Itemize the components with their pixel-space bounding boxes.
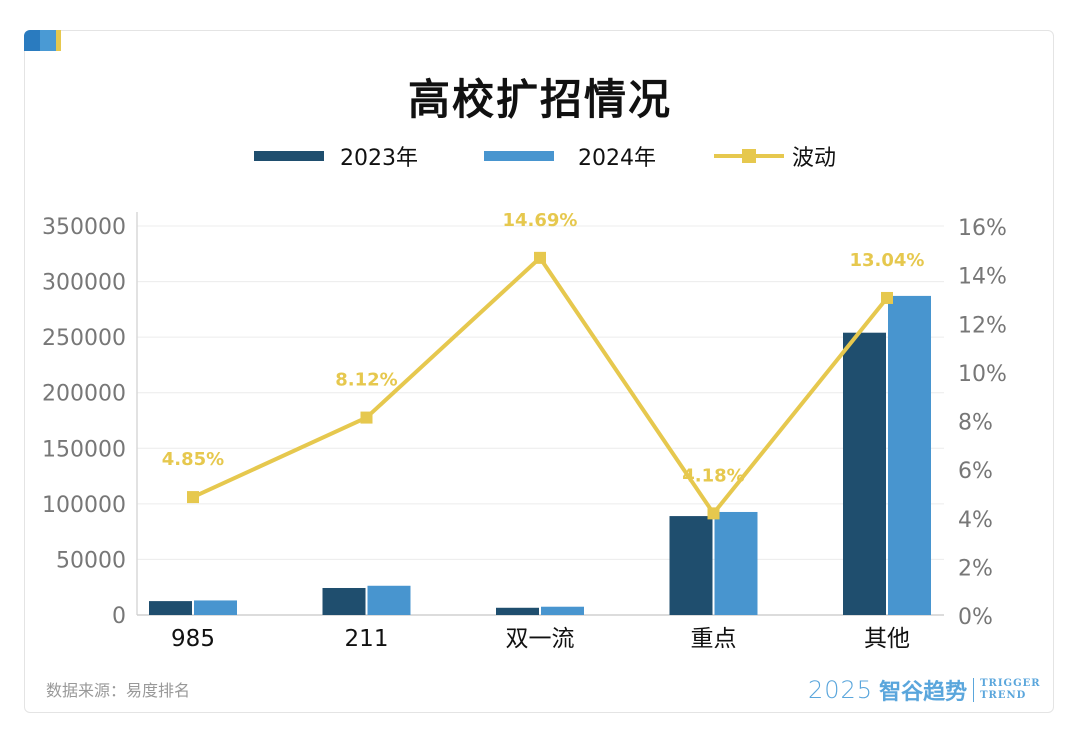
- logo-name: 智谷趋势: [879, 680, 968, 705]
- fluctuation-marker: [187, 491, 199, 504]
- y-tick-label: 350000: [42, 215, 126, 240]
- data-label: 14.69%: [503, 210, 578, 231]
- bar-2023: [322, 587, 366, 615]
- data-label: 4.85%: [162, 449, 224, 470]
- chart-title: 高校扩招情况: [407, 75, 672, 124]
- logo-en: TRIGGER TREND: [980, 678, 1041, 701]
- legend-item-2023: 2023年: [254, 140, 418, 172]
- y-tick-label: 50000: [56, 548, 126, 573]
- decor-block-dark: [24, 30, 40, 51]
- x-tick-label: 重点: [691, 626, 737, 652]
- legend-label: 2024年: [578, 146, 656, 171]
- data-label: 4.18%: [682, 465, 744, 486]
- y2-tick-label: 6%: [958, 459, 993, 484]
- legend-label: 波动: [792, 146, 837, 171]
- y-tick-label: 200000: [42, 382, 126, 407]
- y-tick-label: 0: [112, 604, 126, 629]
- x-tick-label: 其他: [864, 626, 910, 652]
- x-tick-label: 985: [171, 626, 215, 652]
- data-label: 8.12%: [335, 370, 397, 391]
- legend-line-marker: [714, 149, 784, 163]
- legend-item-2024: 2024年: [484, 140, 656, 172]
- chart-card: [24, 30, 1054, 713]
- bar-2024: [888, 295, 931, 615]
- legend-item-fluctuation: 波动: [714, 140, 836, 172]
- bar-2024: [541, 606, 584, 615]
- bar-2024: [714, 511, 758, 615]
- y-tick-label: 300000: [42, 271, 126, 296]
- fluctuation-line: [192, 254, 889, 517]
- legend-swatch: [484, 151, 554, 161]
- y2-tick-label: 8%: [958, 411, 993, 436]
- y2-tick-label: 2%: [958, 556, 993, 581]
- legend-swatch: [254, 151, 324, 161]
- fluctuation-marker: [707, 507, 720, 520]
- decor-block-yellow: [56, 30, 61, 51]
- decor-block-light: [40, 30, 56, 51]
- x-tick-label: 双一流: [506, 626, 575, 652]
- y-tick-label: 150000: [42, 437, 126, 462]
- y2-tick-label: 0%: [958, 605, 993, 630]
- bar-2023: [669, 516, 713, 615]
- y2-tick-label: 12%: [958, 313, 1007, 338]
- y2-tick-label: 4%: [958, 508, 993, 533]
- y2-tick-label: 16%: [958, 216, 1007, 241]
- bar-2024: [367, 585, 411, 615]
- x-tick-label: 211: [345, 626, 389, 652]
- y-tick-label: 100000: [42, 493, 126, 518]
- brand-logo: 2025 智谷趋势 TRIGGER TREND: [808, 674, 1041, 706]
- bar-2023: [149, 601, 192, 615]
- legend-label: 2023年: [340, 146, 418, 171]
- y2-tick-label: 10%: [958, 362, 1007, 387]
- bar-2023: [496, 607, 539, 615]
- fluctuation-marker: [360, 411, 373, 424]
- data-label: 13.04%: [850, 250, 925, 271]
- bar-2023: [843, 332, 886, 615]
- y2-tick-label: 14%: [958, 265, 1007, 290]
- fluctuation-marker: [881, 291, 893, 304]
- logo-year: 2025: [808, 676, 874, 704]
- legend: 2023年 2024年 波动: [0, 140, 1080, 172]
- bar-2024: [194, 600, 237, 615]
- fluctuation-marker: [534, 251, 546, 264]
- data-source: 数据来源：易度排名: [46, 681, 191, 700]
- y-tick-label: 250000: [42, 326, 126, 351]
